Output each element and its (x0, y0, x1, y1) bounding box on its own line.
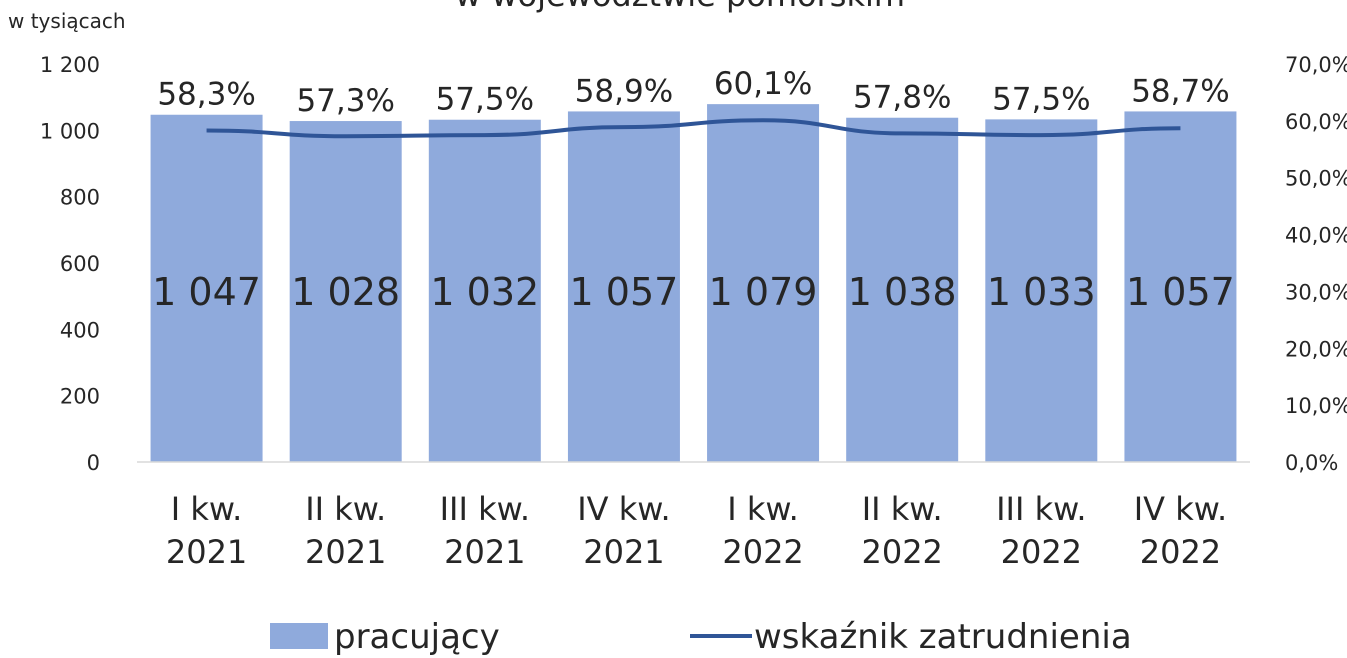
y2-tick-label: 50,0% (1285, 167, 1347, 191)
x-tick-label: 2021 (444, 533, 525, 571)
bar (567, 111, 680, 462)
x-tick-label: 2021 (583, 533, 664, 571)
x-tick-label: III kw. (996, 490, 1086, 528)
x-tick-label: II kw. (862, 490, 943, 528)
bar-value-label: 1 079 (709, 270, 818, 314)
line-value-label: 58,3% (157, 77, 255, 113)
line-value-label: 57,3% (296, 83, 394, 119)
y-tick-label: 600 (60, 252, 100, 276)
line-value-label: 58,9% (575, 73, 673, 109)
y-tick-label: 400 (60, 318, 100, 342)
bar (150, 114, 263, 463)
line-value-label: 58,7% (1131, 73, 1229, 109)
x-tick-label: IV kw. (1134, 490, 1227, 528)
bar-value-label: 1 057 (1126, 270, 1235, 314)
y-tick-label: 1 000 (40, 119, 100, 143)
bar-value-label: 1 032 (430, 270, 539, 314)
y2-tick-label: 40,0% (1285, 224, 1347, 248)
line-value-label: 57,5% (436, 82, 534, 118)
x-tick-label: 2022 (861, 533, 942, 571)
bar-value-label: 1 038 (848, 270, 957, 314)
x-tick-label: 2022 (1140, 533, 1221, 571)
y2-tick-label: 60,0% (1285, 110, 1347, 134)
legend-label: wskaźnik zatrudnienia (754, 617, 1132, 657)
bar (846, 117, 959, 462)
y-axis-label: w tysiącach (8, 9, 126, 33)
line (206, 118, 1181, 139)
x-tick-label: II kw. (305, 490, 386, 528)
line-value-label: 57,8% (853, 80, 951, 116)
bar (428, 119, 541, 462)
y2-tick-label: 30,0% (1285, 280, 1347, 304)
bar-value-label: 1 057 (570, 270, 679, 314)
y-tick-label: 200 (60, 385, 100, 409)
bar (1124, 111, 1237, 462)
x-tick-label: 2021 (305, 533, 386, 571)
y2-tick-label: 20,0% (1285, 337, 1347, 361)
y-tick-label: 0 (87, 451, 100, 475)
legend-label: pracujący (334, 617, 500, 657)
bar-value-label: 1 028 (291, 270, 400, 314)
chart-title: w województwie pomorskim (455, 0, 905, 14)
x-tick-label: IV kw. (577, 490, 670, 528)
x-tick-label: I kw. (727, 490, 799, 528)
x-tick-label: 2022 (1001, 533, 1082, 571)
x-tick-label: I kw. (171, 490, 243, 528)
y2-tick-label: 70,0% (1285, 53, 1347, 77)
bar-value-label: 1 047 (152, 270, 261, 314)
bar (289, 121, 402, 463)
y-tick-label: 800 (60, 186, 100, 210)
x-tick-label: III kw. (440, 490, 530, 528)
bar (707, 104, 820, 463)
line-value-label: 60,1% (714, 66, 812, 102)
x-tick-label: 2022 (722, 533, 803, 571)
y2-tick-label: 0,0% (1285, 451, 1338, 475)
y-tick-label: 1 200 (40, 53, 100, 77)
bar (985, 119, 1098, 462)
y2-tick-label: 10,0% (1285, 394, 1347, 418)
line-value-label: 57,5% (992, 81, 1090, 117)
x-tick-label: 2021 (166, 533, 247, 571)
legend-swatch (270, 623, 328, 649)
bar-value-label: 1 033 (987, 270, 1096, 314)
